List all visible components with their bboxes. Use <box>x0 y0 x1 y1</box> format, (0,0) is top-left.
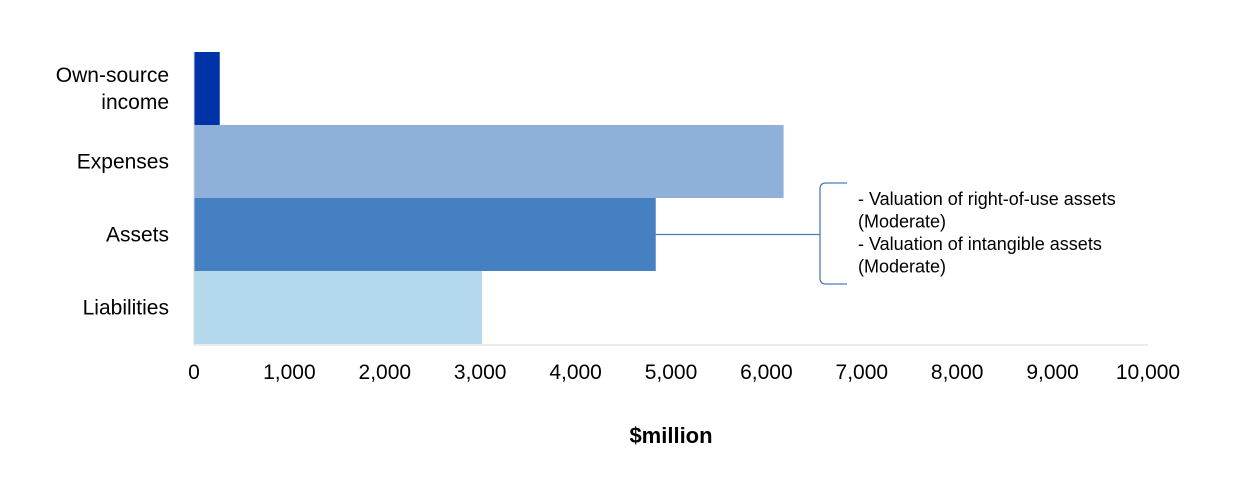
annotation: - Valuation of right-of-use assets (Moder… <box>655 182 1116 285</box>
bar <box>194 271 483 344</box>
category-label: Assets <box>106 224 169 247</box>
x-tick-labels: 0 1,000 2,000 3,000 4,000 5,000 6,000 7,000 8,00… <box>188 361 1180 384</box>
x-axis-title: $million <box>629 423 712 448</box>
x-tick-label: 3,000 <box>454 361 507 384</box>
bar <box>194 198 656 271</box>
x-tick-label: 10,000 <box>1116 361 1180 384</box>
x-tick-label: 5,000 <box>645 361 698 384</box>
x-tick-label: 4,000 <box>549 361 602 384</box>
annotation-text-line: - Valuation of intangible assets <box>858 234 1102 254</box>
annotation-text-line: - Valuation of right-of-use assets <box>858 189 1116 209</box>
bar <box>194 52 220 125</box>
bar <box>194 125 784 198</box>
category-label: Own-source <box>56 64 169 87</box>
x-tick-label: 6,000 <box>740 361 793 384</box>
category-labels: Own-source income Expenses Assets Liabilitie… <box>56 64 169 320</box>
x-tick-label: 0 <box>188 361 200 384</box>
x-tick-label: 9,000 <box>1026 361 1079 384</box>
x-tick-label: 8,000 <box>931 361 984 384</box>
annotation-text-line: (Moderate) <box>858 212 946 232</box>
category-label: Liabilities <box>83 297 169 320</box>
annotation-bracket <box>819 182 847 285</box>
category-label: Expenses <box>77 151 169 174</box>
category-label: income <box>101 91 169 114</box>
x-tick-label: 7,000 <box>836 361 889 384</box>
x-tick-label: 1,000 <box>263 361 316 384</box>
bars-layer <box>194 52 784 344</box>
x-tick-label: 2,000 <box>359 361 412 384</box>
annotation-text-line: (Moderate) <box>858 257 946 277</box>
